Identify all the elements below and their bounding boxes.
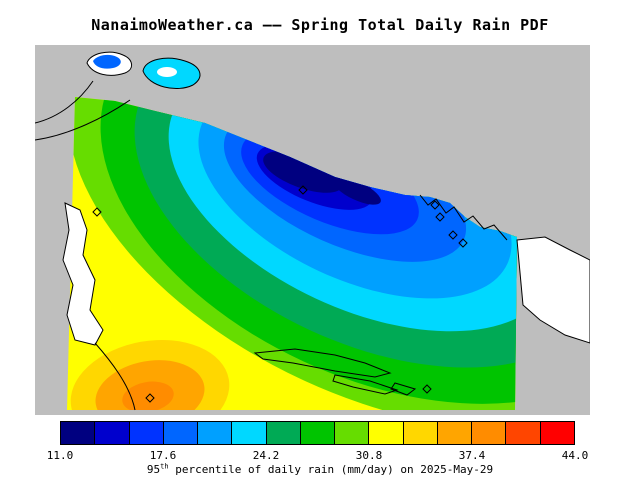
coastline-topleft <box>34 80 94 124</box>
station-diamond-marker <box>298 185 308 195</box>
band-darkorange-core <box>122 381 174 410</box>
contour-map-svg <box>34 45 591 415</box>
colorbar-cell <box>265 422 300 444</box>
lake-cyan-white-spot <box>157 67 177 77</box>
colorbar-tick-label: 11.0 <box>46 449 74 462</box>
station-markers <box>92 185 468 403</box>
station-diamond-marker <box>458 238 468 248</box>
colorbar-cell <box>471 422 506 444</box>
colorbar-caption: 95th percentile of daily rain (mm/day) o… <box>0 463 640 476</box>
band-navy-core <box>263 151 343 193</box>
band-navy-tail <box>333 177 381 205</box>
colorbar-tick-label: 44.0 <box>561 449 589 462</box>
station-diamond-marker <box>448 230 458 240</box>
gulf-island-outline-3 <box>390 382 417 396</box>
station-diamond-marker <box>145 393 155 403</box>
page-title: NanaimoWeather.ca —— Spring Total Daily … <box>91 16 549 34</box>
station-diamond-marker <box>435 212 445 222</box>
station-diamond-marker <box>422 384 432 394</box>
colorbar-cell <box>128 422 163 444</box>
colorbar-cell <box>539 422 574 444</box>
colorbar-cell <box>162 422 198 444</box>
station-diamond-marker <box>430 200 440 210</box>
colorbar-cell <box>368 422 403 444</box>
colorbar-cell <box>299 422 335 444</box>
island-left-white <box>62 202 104 346</box>
colorbar <box>60 421 575 445</box>
colorbar-cell <box>505 422 540 444</box>
colorbar-tick-label: 30.8 <box>355 449 383 462</box>
colorbar-ticks: 11.0 17.6 24.2 30.8 37.4 44.0 <box>47 449 589 462</box>
colorbar-cell <box>61 422 95 444</box>
colorbar-cell <box>334 422 369 444</box>
caption-superscript: th <box>160 462 169 471</box>
lake-white-blue-fill <box>93 54 121 69</box>
colorbar-cell <box>94 422 129 444</box>
coastline-fjords <box>419 194 508 241</box>
colorbar-cell <box>402 422 437 444</box>
station-diamond-marker <box>92 207 102 217</box>
colorbar-cell <box>436 422 472 444</box>
caption-base: 95 <box>146 463 161 476</box>
weather-map <box>34 45 591 415</box>
colorbar-tick-label: 24.2 <box>252 449 280 462</box>
colorbar-cell <box>197 422 232 444</box>
gulf-island-outline-2 <box>332 374 399 395</box>
gulf-island-outline-1 <box>253 348 392 378</box>
colorbar-tick-label: 17.6 <box>149 449 177 462</box>
colorbar-cell <box>231 422 266 444</box>
coastline-left-south <box>94 342 136 411</box>
caption-rest: percentile of daily rain (mm/day) on 202… <box>168 463 494 476</box>
coastline-topleft-2 <box>34 99 131 141</box>
colorbar-tick-label: 37.4 <box>458 449 486 462</box>
